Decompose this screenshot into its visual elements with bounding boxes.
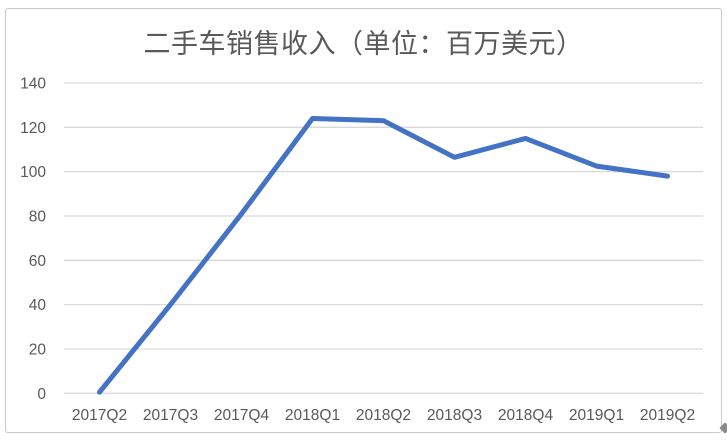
y-tick-label: 60 (29, 253, 47, 270)
x-tick-label: 2018Q1 (285, 407, 340, 424)
x-tick-label: 2019Q1 (569, 407, 624, 424)
x-tick-label: 2018Q4 (498, 407, 554, 424)
y-tick-label: 20 (29, 341, 47, 358)
revenue-line-series (97, 116, 670, 395)
x-tick-label: 2019Q2 (640, 407, 695, 424)
chart-title: 二手车销售收入（单位：百万美元） (143, 29, 584, 59)
y-tick-label: 0 (37, 386, 46, 403)
y-tick-label: 140 (20, 76, 46, 93)
y-tick-label: 100 (20, 164, 46, 181)
x-tick-label: 2017Q4 (214, 407, 270, 424)
y-tick-label: 120 (20, 120, 46, 137)
x-tick-label: 2018Q3 (427, 407, 482, 424)
x-tick-label: 2017Q3 (143, 407, 198, 424)
x-tick-label: 2018Q2 (356, 407, 411, 424)
y-tick-label: 40 (29, 297, 47, 314)
y-tick-label: 80 (29, 208, 47, 225)
x-tick-label: 2017Q2 (72, 407, 127, 424)
